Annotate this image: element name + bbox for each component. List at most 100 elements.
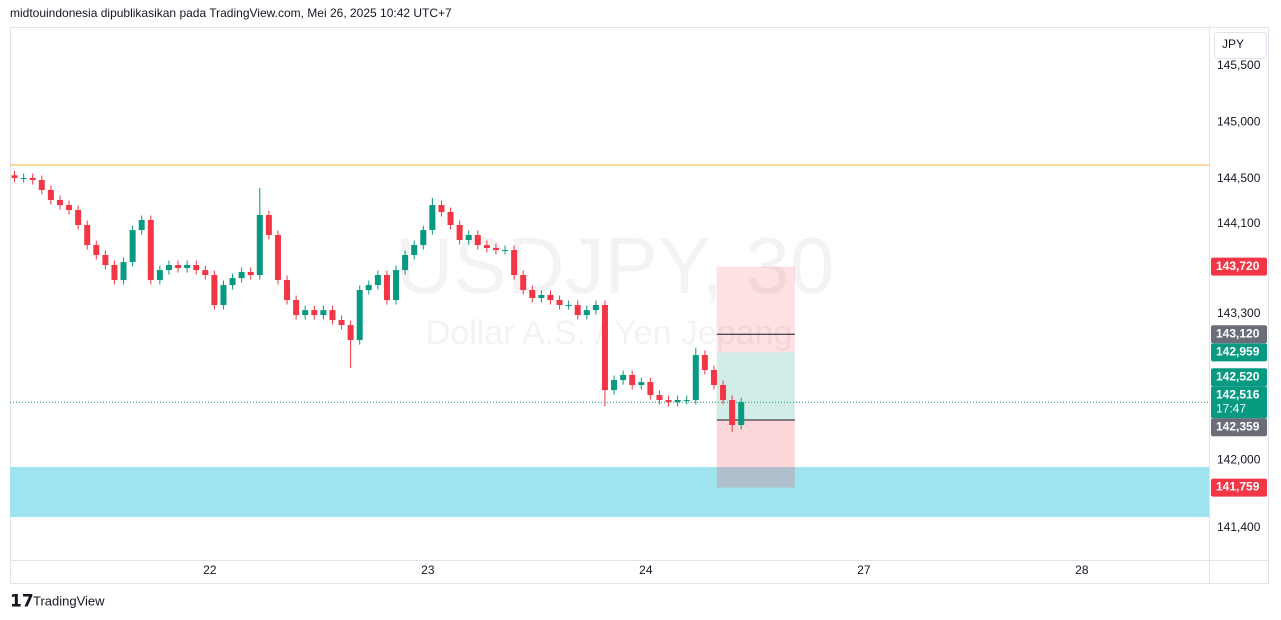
price-label-box — [1211, 386, 1267, 419]
candle-body — [529, 290, 536, 299]
price-label-box — [1211, 368, 1267, 387]
price-label: 142,520 — [1216, 369, 1260, 383]
position-zone — [716, 266, 795, 353]
candle-body — [175, 265, 182, 269]
branding: TradingView — [33, 593, 105, 608]
candle-body — [66, 205, 73, 211]
candle-body — [156, 270, 163, 280]
candle-body — [147, 220, 154, 280]
candle-body — [674, 400, 681, 403]
logo-mark: 𝟭𝟳 — [10, 591, 34, 610]
candle-body — [320, 310, 327, 316]
candle-body — [75, 210, 82, 225]
candle-body — [701, 355, 708, 371]
candle-body — [238, 271, 245, 279]
candle-body — [38, 180, 45, 190]
candle-body — [556, 300, 563, 306]
x-tick-label: 22 — [203, 563, 217, 577]
candle-body — [474, 235, 481, 246]
y-tick-label: 144,500 — [1217, 171, 1261, 185]
candle-body — [483, 245, 490, 248]
header: midtouindonesia dipublikasikan pada Trad… — [10, 6, 452, 20]
candle-body — [710, 370, 717, 386]
price-label-box — [1211, 478, 1267, 497]
candle-body — [29, 178, 36, 181]
candle-body — [511, 250, 518, 276]
price-label: 141,759 — [1216, 480, 1260, 494]
currency-box[interactable] — [1214, 32, 1267, 59]
y-tick-label: 141,400 — [1217, 520, 1261, 534]
candle-body — [538, 294, 545, 299]
zone — [10, 467, 1209, 517]
price-label: 142,516 — [1216, 387, 1260, 401]
y-tick-label: 143,300 — [1217, 306, 1261, 320]
candle-body — [374, 275, 381, 286]
candle-body — [683, 400, 690, 402]
y-tick-label: 144,100 — [1217, 216, 1261, 230]
candle-body — [592, 305, 599, 311]
candle-body — [329, 310, 336, 320]
price-label: 143,720 — [1216, 259, 1260, 273]
candle-body — [274, 235, 281, 280]
candle-body — [520, 275, 527, 291]
candle-body — [429, 205, 436, 231]
position-zone — [716, 419, 795, 488]
y-tick-label: 145,500 — [1217, 58, 1261, 72]
x-tick-label: 23 — [421, 563, 435, 577]
candle-body — [284, 279, 291, 301]
candle-body — [220, 285, 227, 306]
candle-body — [647, 382, 654, 396]
candle-body — [356, 290, 363, 341]
position-zone — [716, 352, 795, 420]
candle-body — [293, 300, 300, 316]
candle-body — [692, 355, 699, 401]
candle-body — [447, 212, 454, 225]
candle-body — [665, 400, 672, 403]
candle-body — [102, 254, 109, 266]
candle-body — [11, 175, 18, 179]
price-label-box — [1211, 418, 1267, 437]
candle-body — [438, 205, 445, 213]
candle-body — [202, 270, 209, 276]
watermark-subtitle: Dollar A.S. / Yen Jepang — [426, 314, 793, 352]
candle-body — [365, 285, 372, 291]
candle-body — [547, 294, 554, 301]
y-tick-label: 142,000 — [1217, 453, 1261, 467]
candle-body — [611, 380, 618, 391]
candle-body — [492, 247, 499, 251]
candle-body — [383, 275, 390, 301]
candle-body — [629, 374, 636, 386]
candle-body — [93, 245, 100, 255]
price-label: 17:47 — [1216, 401, 1246, 415]
candle-body — [129, 230, 136, 263]
candle-body — [402, 254, 409, 271]
price-label-box — [1211, 343, 1267, 362]
candle-body — [420, 230, 427, 246]
candle-body — [502, 250, 509, 252]
candle-body — [184, 265, 191, 269]
candle-body — [565, 305, 572, 307]
candle-body — [265, 214, 272, 236]
candle-body — [311, 310, 318, 316]
candle-body — [47, 189, 54, 200]
candle-body — [738, 402, 745, 426]
price-label: 142,959 — [1216, 345, 1260, 359]
candle-body — [211, 275, 218, 306]
candle-body — [729, 400, 736, 426]
candle-body — [411, 245, 418, 255]
price-label: 142,359 — [1216, 419, 1260, 433]
candle-body — [138, 220, 145, 231]
candle-body — [229, 278, 236, 286]
currency[interactable]: JPY — [1222, 37, 1244, 51]
candle-body — [111, 265, 118, 280]
candle-body — [656, 395, 663, 401]
candle-body — [120, 262, 127, 280]
candle-body — [247, 271, 254, 276]
candle-body — [347, 325, 354, 341]
candle-body — [84, 224, 91, 246]
x-tick-label: 24 — [639, 563, 653, 577]
candle-body — [20, 178, 27, 180]
x-tick-label: 28 — [1075, 563, 1089, 577]
